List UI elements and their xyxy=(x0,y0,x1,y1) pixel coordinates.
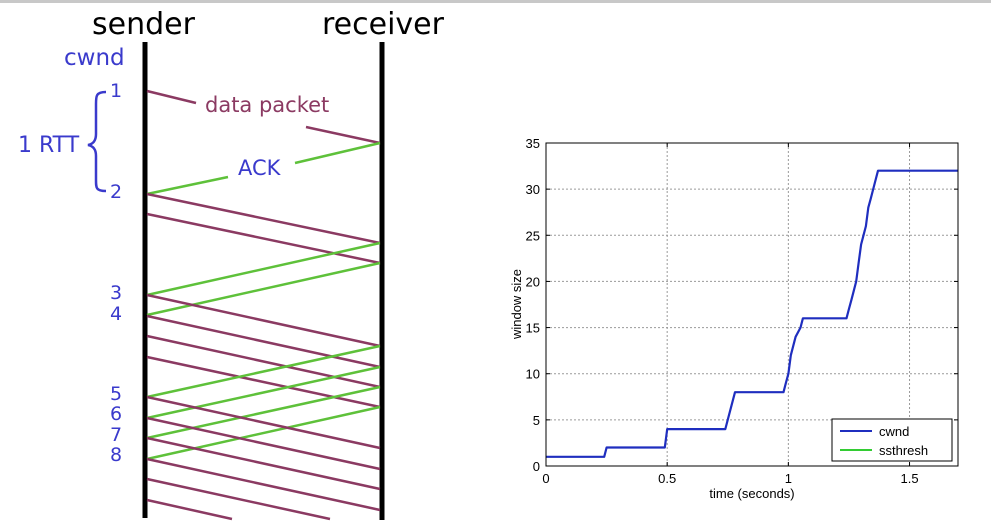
window-number-8: 8 xyxy=(110,444,122,466)
x-tick-label: 0.5 xyxy=(658,471,676,486)
y-tick-label: 15 xyxy=(526,321,540,336)
data-packet-label: data packet xyxy=(205,93,329,117)
chart-series xyxy=(546,169,958,458)
tcp-timing-diagram: sender receiver cwnd 1 RTT 1 2 3 4 5 6 7… xyxy=(18,7,445,521)
chart-grid xyxy=(546,143,958,466)
window-number-2: 2 xyxy=(110,181,122,203)
legend-label-ssthresh: ssthresh xyxy=(879,443,928,458)
x-tick-label: 0 xyxy=(542,471,549,486)
y-tick-label: 5 xyxy=(533,413,540,428)
data-packet-line xyxy=(146,334,381,389)
cwnd-label: cwnd xyxy=(64,45,125,71)
ack-label: ACK xyxy=(238,156,282,180)
legend-label-cwnd: cwnd xyxy=(879,424,909,439)
data-packet-line xyxy=(146,212,381,265)
y-tick-label: 10 xyxy=(526,367,540,382)
ack-line xyxy=(146,385,381,440)
window-number-3: 3 xyxy=(110,282,122,304)
ack-line xyxy=(146,365,381,420)
x-axis-label: time (seconds) xyxy=(709,486,794,501)
data-packet-line xyxy=(146,477,331,521)
ack-line xyxy=(146,344,381,399)
ack-line xyxy=(146,241,381,297)
data-packet-line xyxy=(146,293,381,348)
data-packet-line xyxy=(146,436,381,491)
window-number-4: 4 xyxy=(110,303,122,325)
plot-frame xyxy=(545,142,959,467)
window-number-7: 7 xyxy=(110,424,122,446)
y-tick-label: 0 xyxy=(533,459,540,474)
data-packet-line xyxy=(146,457,381,512)
x-tick-label: 1.5 xyxy=(900,471,918,486)
y-tick-label: 30 xyxy=(526,182,540,197)
chart-ticks: 0 0.5 1 1.5 0 5 10 15 20 25 30 35 xyxy=(526,136,958,486)
series-line-cwnd xyxy=(546,169,958,458)
rtt-brace xyxy=(87,90,107,193)
sender-label: sender xyxy=(92,7,196,42)
window-number-1: 1 xyxy=(110,80,122,102)
data-packet-line xyxy=(146,498,233,521)
window-number-5: 5 xyxy=(110,383,122,405)
y-tick-label: 35 xyxy=(526,136,540,151)
window-number-6: 6 xyxy=(110,403,122,425)
y-tick-label: 20 xyxy=(526,274,540,289)
cwnd-chart: 0 0.5 1 1.5 0 5 10 15 20 25 30 35 time (seconds) wi… xyxy=(493,130,971,502)
ack-line xyxy=(146,405,381,461)
receiver-label: receiver xyxy=(322,7,445,42)
chart-legend: cwnd ssthresh xyxy=(831,418,953,462)
data-packet-line xyxy=(305,125,381,145)
ack-line xyxy=(146,261,381,317)
data-packet-line xyxy=(146,395,381,450)
y-tick-label: 25 xyxy=(526,228,540,243)
data-packet-line xyxy=(146,89,197,105)
x-tick-label: 1 xyxy=(785,471,792,486)
data-packet-line xyxy=(146,355,381,409)
legend-box xyxy=(831,418,953,462)
data-packet-line xyxy=(146,416,381,471)
data-packet-line xyxy=(146,314,381,369)
ack-line xyxy=(146,175,229,196)
data-packet-line xyxy=(146,192,381,245)
top-border xyxy=(0,0,991,3)
rtt-label: 1 RTT xyxy=(18,133,80,158)
ack-line xyxy=(294,141,381,165)
y-axis-label: window size xyxy=(509,269,524,340)
